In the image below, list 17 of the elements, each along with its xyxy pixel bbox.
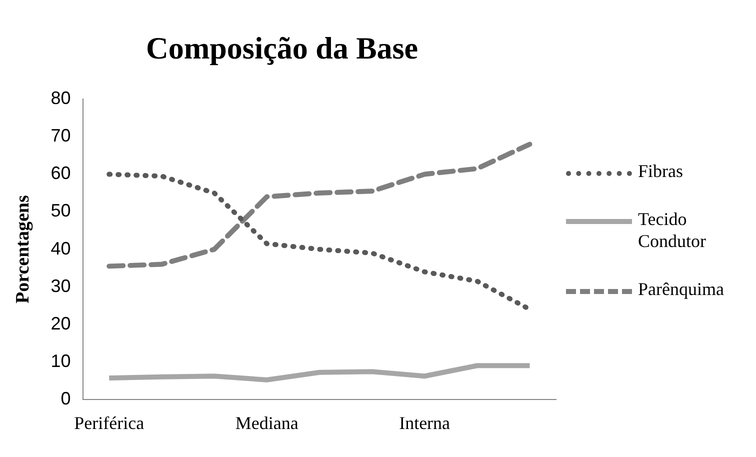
legend-label: Parênquima [638,278,725,300]
y-tick-label: 30 [50,276,71,296]
x-tick-label: Periférica [74,412,144,433]
y-tick-label: 40 [50,238,71,258]
y-tick-label: 10 [50,350,71,371]
y-tick-label: 0 [60,388,71,408]
y-tick-label: 80 [50,88,71,108]
legend-label: Fibras [638,160,684,182]
y-axis-title: Porcentagens [12,195,34,304]
y-tick-label: 70 [50,126,71,146]
y-tick-label: 50 [50,200,71,221]
y-tick-label: 60 [50,163,71,184]
x-tick-label: Mediana [235,412,298,433]
y-tick-label: 20 [50,313,71,334]
legend-label: Tecido Condutor [638,208,708,252]
chart-title: Composição da Base [146,30,418,66]
x-tick-label: Interna [399,412,450,433]
